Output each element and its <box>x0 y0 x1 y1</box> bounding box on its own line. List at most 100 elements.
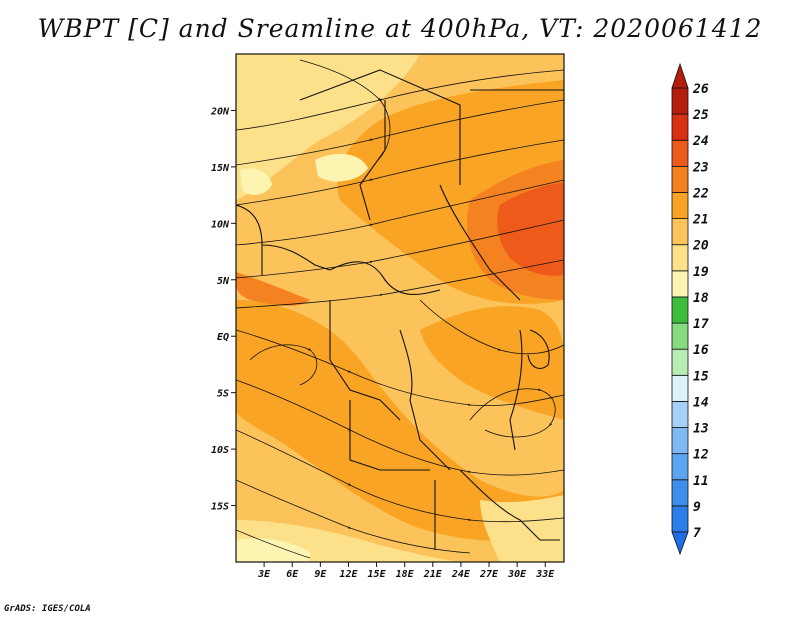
colorbar-label: 7 <box>693 526 701 541</box>
wbpt-field <box>236 54 564 562</box>
colorbar-swatch <box>671 113 689 141</box>
colorbar-label: 17 <box>693 317 709 332</box>
colorbar-label: 25 <box>692 108 709 123</box>
colorbar-swatch <box>671 479 689 507</box>
colorbar: 7 9 11 12 13 14 15 16 17 18 19 20 21 22 23 24 25 26 <box>671 62 709 556</box>
streamline <box>236 479 471 554</box>
lon-tick-label: 12E <box>339 569 358 580</box>
border-line <box>399 329 451 471</box>
colorbar-swatch <box>671 348 689 376</box>
border-line <box>261 244 331 271</box>
lon-tick-label: 33E <box>535 569 555 580</box>
lat-tick-label: 15N <box>211 163 230 174</box>
field-22-central <box>236 300 564 542</box>
colorbar-label: 18 <box>693 291 709 306</box>
latitude-axis: 20N 15N 10N 5N EQ 5S 10S 15S <box>210 106 236 513</box>
lon-tick-label: 9E <box>314 569 327 580</box>
field-20-north <box>236 54 420 200</box>
field-19-north-2 <box>315 153 368 182</box>
streamline <box>249 344 318 386</box>
colorbar-label: 23 <box>692 160 709 175</box>
colorbar-swatch <box>671 453 689 481</box>
colorbar-swatch <box>671 401 689 428</box>
streamline <box>469 388 556 438</box>
border-line <box>359 100 386 221</box>
border-line <box>509 329 523 451</box>
colorbar-swatch <box>671 192 689 219</box>
border-line <box>329 300 401 421</box>
colorbar-label: 24 <box>692 134 709 149</box>
colorbar-swatch <box>671 427 689 455</box>
colorbar-label: 22 <box>692 186 709 201</box>
lon-tick-label: 30E <box>507 569 527 580</box>
colorbar-swatch <box>671 374 689 402</box>
field-23-west <box>236 272 310 306</box>
streamline <box>236 99 564 166</box>
border-line <box>329 261 441 296</box>
field-19-north <box>240 168 272 195</box>
streamline <box>236 329 564 407</box>
longitude-axis: 3E 6E 9E 12E 15E 18E 21E 24E 27E 30E 33E <box>257 562 555 580</box>
colorbar-label: 16 <box>693 343 709 358</box>
lat-tick-label: 15S <box>211 502 229 513</box>
colorbar-swatch <box>671 165 689 193</box>
streamline <box>236 139 564 206</box>
lon-tick-label: 18E <box>396 569 415 580</box>
border-line <box>439 184 521 301</box>
field-19-south <box>236 538 310 562</box>
colorbar-swatch <box>671 87 689 115</box>
colorbar-label: 15 <box>693 369 709 384</box>
colorbar-low-triangle <box>671 531 689 556</box>
border-line <box>299 69 461 185</box>
country-borders <box>236 69 564 550</box>
chart-title: WBPT [C] and Sreamline at 400hPa, VT: 20… <box>37 14 763 43</box>
lat-tick-label: 5S <box>217 389 229 400</box>
colorbar-label: 26 <box>692 82 709 97</box>
border-line <box>459 469 560 541</box>
lat-tick-label: 5N <box>217 276 230 287</box>
lon-tick-label: 15E <box>368 569 387 580</box>
colorbar-swatch <box>671 218 689 246</box>
streamline <box>236 219 564 279</box>
colorbar-label: 20 <box>692 239 709 254</box>
streamline <box>236 259 564 309</box>
lon-tick-label: 24E <box>451 569 471 580</box>
lon-tick-label: 6E <box>286 569 299 580</box>
streamline <box>236 179 564 246</box>
streamline <box>299 59 391 161</box>
streamlines <box>236 59 564 559</box>
colorbar-label: 19 <box>693 265 709 280</box>
colorbar-label: 21 <box>692 213 709 228</box>
colorbar-label: 9 <box>693 500 701 515</box>
field-20-se <box>480 495 564 562</box>
map-frame <box>235 53 565 563</box>
border-line <box>349 400 430 471</box>
lat-tick-label: 10N <box>211 219 230 230</box>
colorbar-swatch <box>671 270 689 298</box>
border-line <box>236 204 263 275</box>
colorbar-label: 12 <box>693 448 709 463</box>
colorbar-swatch <box>671 505 689 533</box>
lon-tick-label: 27E <box>479 569 499 580</box>
colorbar-high-triangle <box>671 62 689 89</box>
streamline <box>236 429 564 523</box>
streamline <box>236 379 564 476</box>
colorbar-swatch <box>671 139 689 167</box>
colorbar-swatch <box>671 296 689 324</box>
lon-tick-label: 21E <box>423 569 443 580</box>
colorbar-label: 11 <box>693 474 709 489</box>
lat-tick-label: 10S <box>211 445 229 456</box>
lat-tick-label: EQ <box>217 332 229 343</box>
colorbar-swatch <box>671 322 689 350</box>
lat-tick-label: 20N <box>210 106 230 117</box>
colorbar-swatch <box>671 244 689 272</box>
field-22-east <box>420 306 564 420</box>
colorbar-label: 14 <box>693 395 709 410</box>
lon-tick-label: 3E <box>257 569 271 580</box>
border-line <box>527 329 550 369</box>
colorbar-label: 13 <box>693 422 709 437</box>
streamline <box>236 529 311 559</box>
grads-credit: GrADS: IGES/COLA <box>4 604 91 614</box>
field-24-ne <box>497 182 564 276</box>
